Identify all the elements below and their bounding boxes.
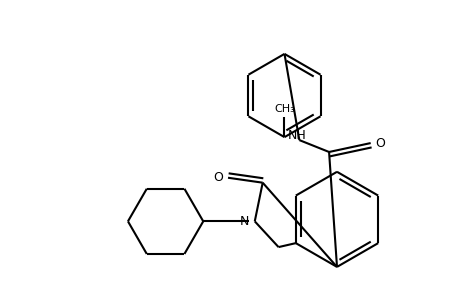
Text: CH₃: CH₃ <box>274 104 294 114</box>
Text: NH: NH <box>287 129 306 142</box>
Text: N: N <box>240 215 249 228</box>
Text: O: O <box>375 136 385 150</box>
Text: O: O <box>213 171 223 184</box>
